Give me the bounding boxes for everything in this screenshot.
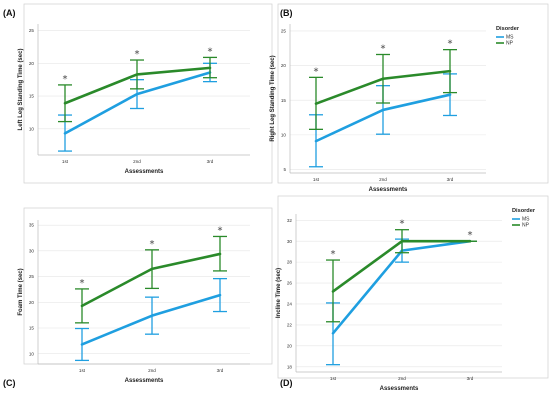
x-axis-label: Assessments: [125, 378, 164, 384]
y-tick-label: 20: [287, 343, 293, 348]
y-tick-label: 5: [283, 167, 286, 172]
data-point-ms: [449, 93, 451, 96]
significance-marker: *: [400, 219, 405, 230]
y-tick-label: 25: [29, 274, 35, 279]
x-tick-label: 3rd: [207, 159, 214, 164]
x-tick-label: 2nd: [379, 177, 387, 182]
panel-label: (B): [280, 8, 293, 18]
y-tick-label: 32: [287, 218, 293, 223]
data-point-np: [136, 73, 138, 76]
y-tick-label: 15: [29, 94, 35, 99]
x-tick-label: 3rd: [217, 368, 224, 373]
x-tick-label: 1st: [79, 368, 86, 373]
significance-marker: *: [331, 249, 336, 260]
chart-panel-4: 18 20 22 24 26 28 30 32 1st 2nd 3rd Assessments Incl…: [276, 195, 549, 392]
significance-marker: *: [150, 239, 155, 250]
data-point-np: [401, 240, 403, 243]
significance-marker: *: [448, 39, 453, 50]
data-point-ms: [332, 332, 334, 335]
y-tick-label: 10: [29, 126, 35, 131]
panel-frame: [23, 207, 273, 365]
y-tick-label: 24: [287, 302, 293, 307]
data-point-np: [64, 102, 66, 105]
panel-frame: [277, 3, 549, 184]
data-point-ms: [64, 132, 66, 135]
y-axis-label: Incline Time (sec): [276, 268, 282, 318]
y-tick-label: 25: [29, 28, 35, 33]
x-tick-label: 3rd: [447, 177, 454, 182]
data-point-ms: [81, 343, 83, 346]
y-tick-label: 30: [287, 239, 293, 244]
y-tick-label: 20: [29, 61, 35, 66]
significance-marker: *: [218, 225, 223, 236]
y-tick-label: 15: [281, 98, 287, 103]
panel-frame: [23, 3, 273, 184]
significance-marker: *: [80, 278, 85, 289]
legend-title: Disorder: [496, 26, 520, 32]
data-point-ms: [315, 140, 317, 143]
y-tick-label: 25: [281, 29, 287, 34]
y-axis-label: Left Leg Standing Time (sec): [18, 49, 24, 131]
y-tick-label: 35: [29, 223, 35, 228]
legend-label-ms: MS: [522, 217, 530, 223]
significance-marker: *: [314, 66, 319, 77]
data-point-np: [382, 77, 384, 80]
data-point-np: [151, 267, 153, 270]
significance-marker: *: [135, 49, 140, 60]
y-tick-label: 10: [29, 351, 35, 356]
data-point-np: [209, 66, 211, 69]
y-axis-label: Foam Time (sec): [18, 268, 24, 315]
y-axis-label: Right Leg Standing Time (sec): [270, 55, 276, 141]
y-tick-label: 15: [29, 326, 35, 331]
legend-label-np: NP: [506, 41, 514, 47]
x-tick-label: 1st: [313, 177, 320, 182]
x-axis-label: Assessments: [125, 169, 164, 175]
x-tick-label: 2nd: [133, 159, 141, 164]
chart-panel-2: 5 10 15 20 25 1st 2nd 3rd Assessments Right Leg S…: [270, 3, 549, 193]
panel-label: (D): [280, 378, 293, 388]
y-tick-label: 20: [29, 300, 35, 305]
data-point-ms: [382, 109, 384, 111]
data-point-np: [81, 304, 83, 307]
y-tick-label: 30: [29, 248, 35, 253]
chart-panel-3: 10 15 20 25 30 35 1st 2nd 3rd Assessments Foam Tim…: [3, 207, 273, 388]
y-tick-label: 28: [287, 260, 293, 265]
legend-label-ms: MS: [506, 35, 514, 41]
data-point-np: [219, 253, 221, 255]
y-tick-label: 20: [281, 63, 287, 68]
y-tick-label: 26: [287, 281, 293, 286]
data-point-np: [332, 290, 334, 293]
x-tick-label: 3rd: [467, 376, 474, 381]
y-tick-label: 18: [287, 364, 293, 369]
significance-marker: *: [468, 230, 473, 241]
significance-marker: *: [208, 46, 213, 57]
data-point-np: [315, 102, 317, 105]
y-tick-label: 10: [281, 132, 287, 137]
x-axis-label: Assessments: [380, 386, 419, 392]
x-tick-label: 1st: [62, 159, 69, 164]
significance-marker: *: [63, 74, 68, 85]
data-point-np: [469, 240, 471, 243]
panel-frame: [277, 195, 549, 379]
significance-marker: *: [381, 43, 386, 54]
x-tick-label: 2nd: [398, 376, 406, 381]
panel-label: (A): [3, 8, 16, 18]
legend-title: Disorder: [512, 208, 536, 214]
data-point-ms: [136, 93, 138, 95]
chart-panel-1: 10 15 20 25 1st 2nd 3rd Assessments Left Leg Sta…: [3, 3, 273, 184]
x-tick-label: 2nd: [148, 368, 156, 373]
data-point-ms: [151, 314, 153, 317]
data-point-np: [449, 70, 451, 73]
x-axis-label: Assessments: [369, 187, 408, 193]
panel-label: (C): [3, 378, 16, 388]
legend-label-np: NP: [522, 223, 530, 229]
y-tick-label: 22: [287, 323, 293, 328]
x-tick-label: 1st: [330, 376, 337, 381]
data-point-ms: [219, 294, 221, 296]
